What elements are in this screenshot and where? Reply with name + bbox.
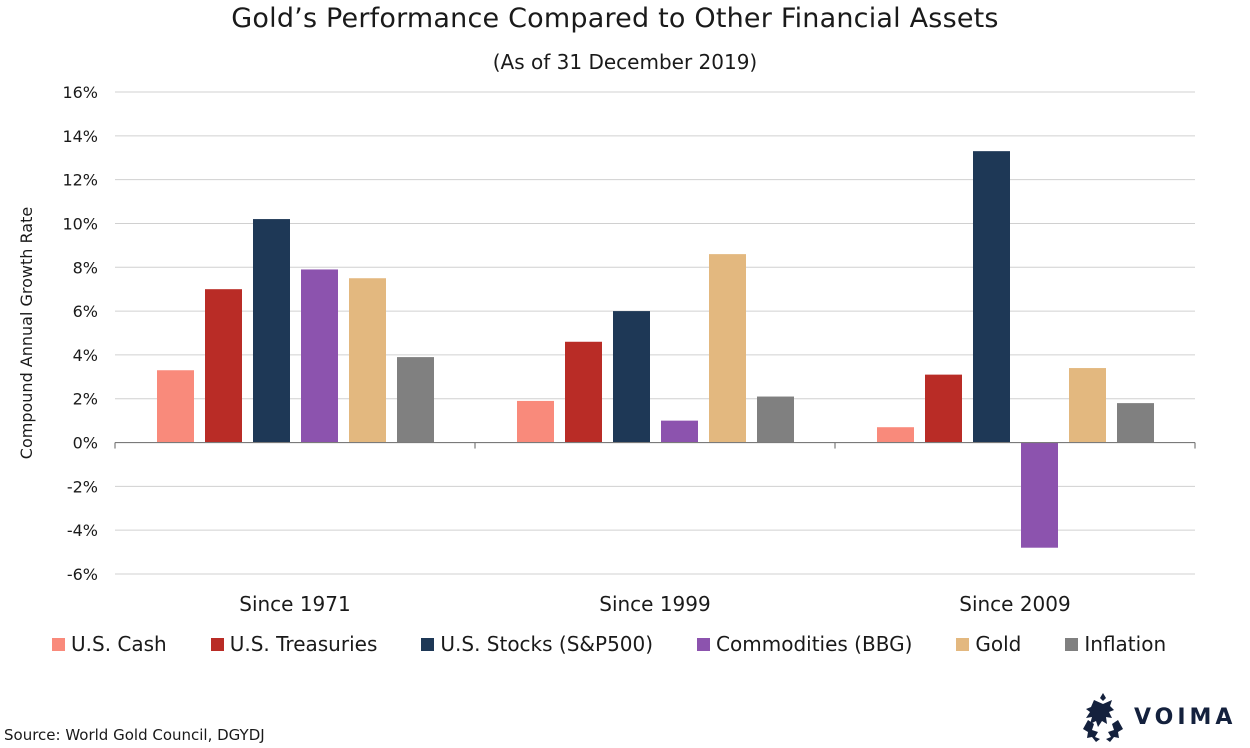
bar xyxy=(757,396,794,443)
y-tick-label: -6% xyxy=(67,565,98,584)
bar xyxy=(877,427,914,443)
bar xyxy=(397,357,434,443)
x-category-label: Since 1971 xyxy=(239,592,350,616)
y-tick-label: 10% xyxy=(62,214,98,233)
legend-swatch xyxy=(1065,637,1079,651)
bar xyxy=(925,374,962,443)
source-note: Source: World Gold Council, DGYDJ xyxy=(4,726,265,744)
legend-item: U.S. Treasuries xyxy=(210,632,378,656)
bar xyxy=(1021,442,1058,548)
bar xyxy=(1069,368,1106,443)
x-category-label: Since 1999 xyxy=(599,592,710,616)
legend-label: U.S. Treasuries xyxy=(229,632,378,656)
voima-logo: VOIMA xyxy=(1076,690,1248,744)
bar xyxy=(517,400,554,443)
y-tick-label: -2% xyxy=(67,477,98,496)
legend-swatch xyxy=(421,637,435,651)
bar xyxy=(709,254,746,443)
bar xyxy=(1117,403,1154,443)
logo-wordmark: VOIMA xyxy=(1134,705,1237,730)
legend-item: U.S. Cash xyxy=(52,632,167,656)
legend-label: Gold xyxy=(975,632,1022,656)
y-tick-label: 2% xyxy=(73,390,98,409)
bar xyxy=(565,341,602,443)
legend-label: Commodities (BBG) xyxy=(716,632,913,656)
legend-swatch xyxy=(697,637,711,651)
bar xyxy=(205,289,242,443)
bar xyxy=(973,151,1010,443)
chart-subtitle: (As of 31 December 2019) xyxy=(492,50,758,74)
legend-label: U.S. Cash xyxy=(71,632,167,656)
bar xyxy=(253,219,290,443)
legend-item: Inflation xyxy=(1065,632,1166,656)
legend-label: Inflation xyxy=(1084,632,1167,656)
legend-item: Commodities (BBG) xyxy=(697,632,912,656)
y-tick-label: 6% xyxy=(73,302,98,321)
legend-swatch xyxy=(52,637,65,651)
y-tick-label: 0% xyxy=(73,434,98,453)
legend-item: Gold xyxy=(956,632,1021,656)
legend: U.S. Cash U.S. Treasuries U.S. Stocks (S&P… xyxy=(52,630,1232,658)
y-tick-label: 4% xyxy=(73,346,98,365)
legend-swatch xyxy=(210,637,224,651)
bar xyxy=(301,269,338,443)
y-tick-label: 12% xyxy=(62,171,98,190)
legend-label: U.S. Stocks (S&P500) xyxy=(440,632,654,656)
bar xyxy=(349,278,386,443)
y-tick-label: 8% xyxy=(73,258,98,277)
chart-title: Gold’s Performance Compared to Other Fin… xyxy=(231,3,999,34)
bar xyxy=(157,370,194,443)
bar xyxy=(661,420,698,443)
y-tick-label: 16% xyxy=(62,83,98,102)
legend-swatch xyxy=(956,637,970,651)
lion-crest-icon xyxy=(1083,693,1123,742)
x-category-label: Since 2009 xyxy=(959,592,1070,616)
y-tick-label: 14% xyxy=(62,127,98,146)
bar xyxy=(613,311,650,443)
legend-item: U.S. Stocks (S&P500) xyxy=(421,632,653,656)
y-tick-label: -4% xyxy=(67,521,98,540)
y-axis-label: Compound Annual Growth Rate xyxy=(17,207,36,459)
